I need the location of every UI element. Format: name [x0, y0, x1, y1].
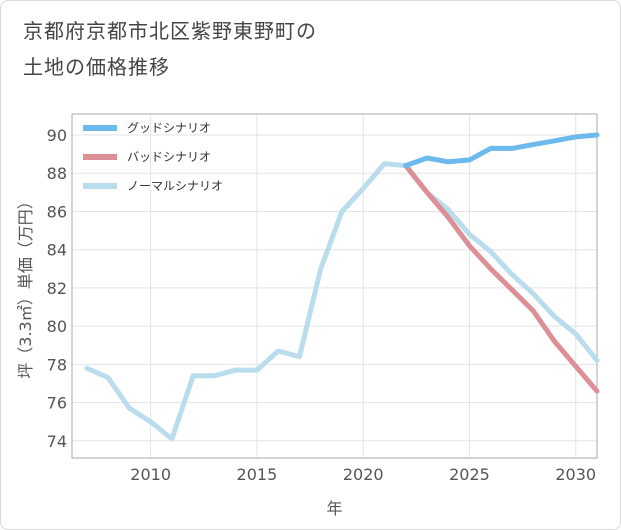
legend-label: グッドシナリオ	[127, 121, 211, 135]
y-tick-label: 76	[47, 394, 67, 413]
x-tick-label: 2010	[130, 465, 171, 484]
grid-lines	[72, 114, 597, 458]
y-tick-label: 78	[47, 355, 67, 374]
chart-title-line-2: 土地の価格推移	[23, 55, 170, 79]
series-line-0	[403, 132, 600, 169]
y-tick-label: 88	[47, 164, 67, 183]
y-tick-label: 84	[47, 241, 67, 260]
chart-title: 京都府京都市北区紫野東野町の 土地の価格推移	[23, 13, 317, 85]
chart-title-line-1: 京都府京都市北区紫野東野町の	[23, 19, 317, 43]
series-lines	[84, 132, 600, 442]
y-tick-label: 74	[47, 432, 67, 451]
plot-border	[71, 113, 598, 459]
series-line-1	[403, 163, 600, 394]
x-tick-label: 2015	[237, 465, 278, 484]
legend-label: バッドシナリオ	[127, 150, 211, 164]
y-tick-label: 82	[47, 279, 67, 298]
x-tick-labels: 2010 2015 2020 2025 2030	[130, 465, 596, 484]
y-tick-label: 80	[47, 317, 67, 336]
y-tick-labels: 74 76 78 80 82 84 86 88 90	[47, 126, 67, 451]
x-tick-label: 2030	[555, 465, 596, 484]
x-tick-label: 2025	[449, 465, 490, 484]
series-line-2	[84, 161, 600, 442]
y-tick-label: 86	[47, 202, 67, 221]
legend-label: ノーマルシナリオ	[127, 179, 223, 193]
x-tick-label: 2020	[343, 465, 384, 484]
x-axis-title: 年	[326, 499, 342, 518]
y-axis-title: 坪（3.3㎡）単価（万円）	[16, 193, 35, 378]
y-tick-label: 90	[47, 126, 67, 145]
